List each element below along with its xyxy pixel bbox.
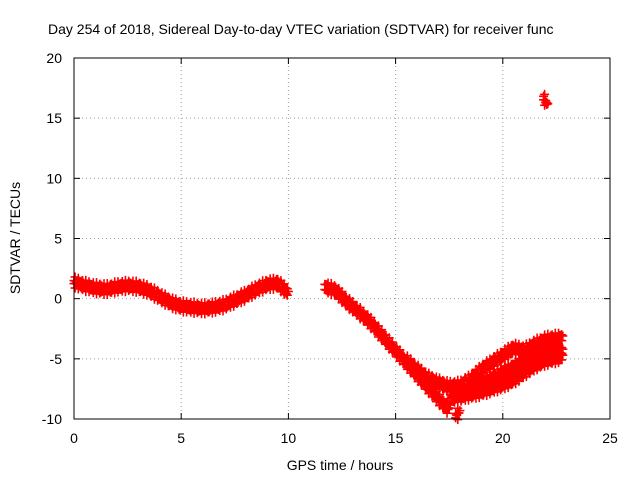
- x-axis-tick-labels: 0 5 10 15 20 25: [70, 430, 618, 446]
- x-tick-label: 10: [281, 430, 297, 446]
- y-axis-label: SDTVAR / TECUs: [7, 182, 23, 294]
- data-point-plus: [348, 297, 358, 307]
- axis-ticks: [73, 57, 611, 420]
- data-point-plus: [440, 398, 450, 408]
- y-tick-label: 20: [46, 50, 62, 66]
- data-point-plus: [453, 415, 463, 425]
- y-axis-tick-labels: -10 -5 0 5 10 15 20: [42, 50, 62, 427]
- y-tick-label: -10: [42, 411, 62, 427]
- x-tick-label: 5: [177, 430, 185, 446]
- chart-title: Day 254 of 2018, Sidereal Day-to-day VTE…: [48, 21, 554, 37]
- data-points: [69, 89, 568, 425]
- data-point-plus: [377, 325, 387, 335]
- data-point-plus: [543, 99, 553, 109]
- data-point-plus: [395, 345, 405, 355]
- data-point-plus: [342, 295, 352, 305]
- x-tick-label: 25: [602, 430, 618, 446]
- data-point-plus: [274, 277, 284, 287]
- y-tick-label: -5: [50, 351, 63, 367]
- x-axis-label: GPS time / hours: [287, 457, 394, 473]
- x-tick-label: 15: [388, 430, 404, 446]
- x-tick-label: 0: [70, 430, 78, 446]
- data-point-plus: [540, 89, 550, 99]
- data-point-plus: [279, 279, 289, 289]
- y-tick-label: 5: [54, 231, 62, 247]
- data-point-plus: [557, 355, 567, 365]
- data-point-plus: [455, 406, 465, 416]
- y-tick-label: 15: [46, 110, 62, 126]
- data-point-plus: [366, 312, 376, 322]
- y-tick-label: 0: [54, 291, 62, 307]
- data-point-plus: [558, 331, 568, 341]
- data-point-plus: [542, 97, 552, 107]
- data-point-plus: [337, 286, 347, 296]
- x-tick-label: 20: [495, 430, 511, 446]
- data-point-plus: [283, 286, 293, 296]
- data-point-plus: [558, 350, 568, 360]
- y-tick-label: 10: [46, 170, 62, 186]
- data-point-plus: [406, 354, 416, 364]
